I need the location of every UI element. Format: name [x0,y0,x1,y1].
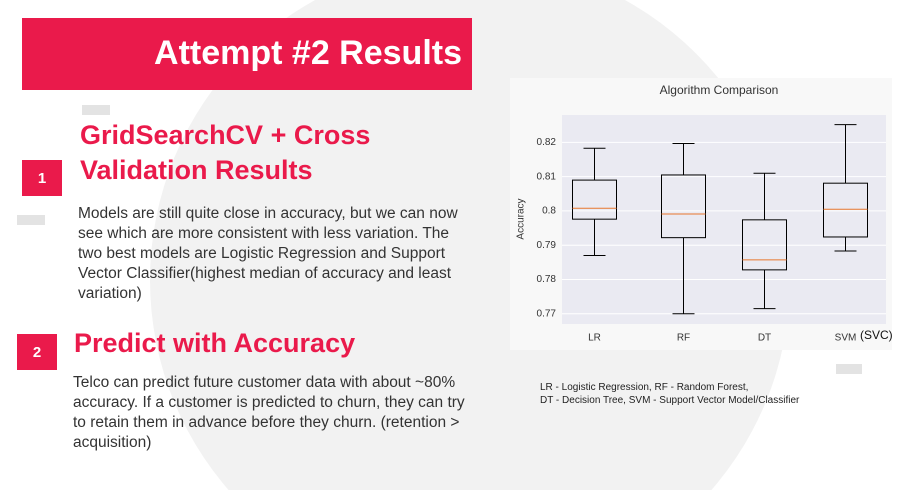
y-tick-label: 0.78 [537,274,557,285]
annotation: (SVC) [860,328,892,342]
y-tick-label: 0.8 [542,206,556,217]
y-tick-label: 0.81 [537,171,557,182]
box [742,219,787,271]
caption-line: DT - Decision Tree, SVM - Support Vector… [540,395,800,406]
y-tick-label: 0.82 [537,137,557,148]
placeholder [82,105,110,115]
item-heading: GridSearchCV + Cross Validation Results [80,120,371,185]
item-heading: Predict with Accuracy [74,328,356,358]
x-tick-label: SVM [835,333,857,344]
x-tick-label: LR [588,333,601,344]
slide-title: Attempt #2 Results [154,34,462,72]
item-number: 1 [22,160,62,196]
title-banner: Attempt #2 Results [22,18,472,90]
box [572,179,617,220]
chart-title: Algorithm Comparison [660,83,779,97]
box [823,182,868,238]
caption: LR - Logistic Regression, RF - Random Fo… [540,381,799,407]
y-tick-label: 0.77 [537,308,557,319]
box [661,174,706,239]
x-tick-label: DT [758,333,771,344]
placeholder [836,364,862,374]
y-axis-label: Accuracy [516,198,527,239]
item-body: Telco can predict future customer data w… [73,374,465,451]
item-body: Models are still quite close in accuracy… [78,205,458,302]
y-tick-label: 0.79 [537,240,557,251]
caption-line: LR - Logistic Regression, RF - Random Fo… [540,382,749,393]
placeholder [17,215,45,225]
item-number: 2 [17,334,57,370]
chart: Algorithm Comparison Accuracy 0.77 0.78 0.… [510,78,892,350]
x-tick-label: RF [677,333,690,344]
